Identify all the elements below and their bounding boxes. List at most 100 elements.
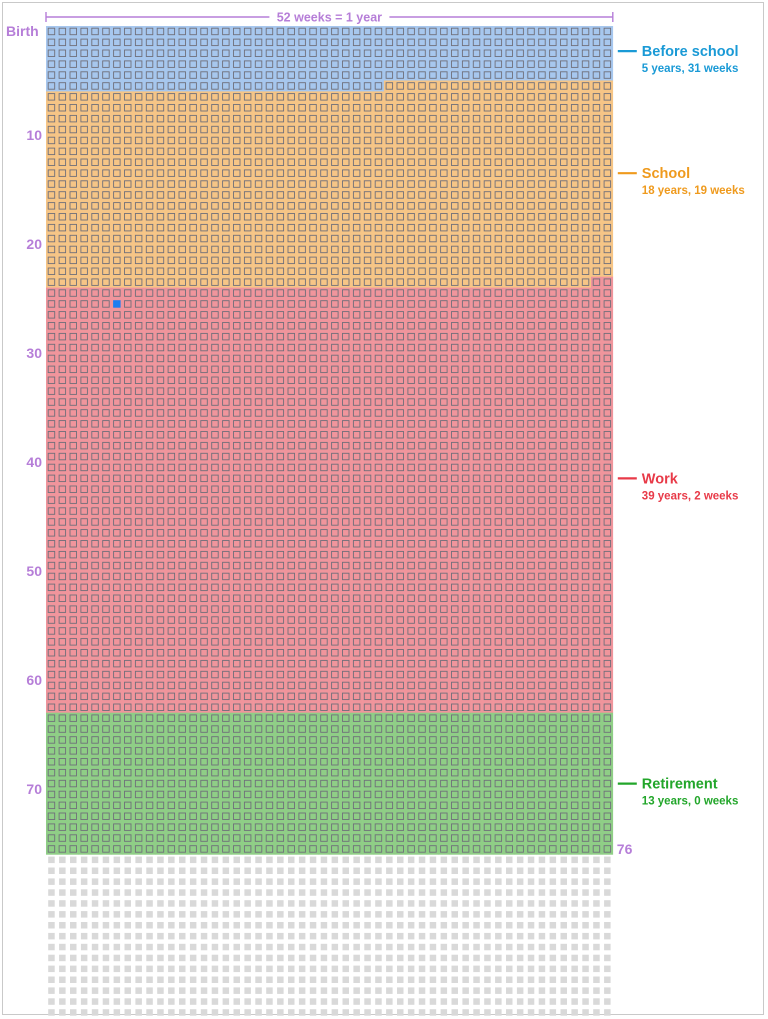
- segment-fill-cell: [133, 91, 145, 103]
- segment-fill-cell: [187, 701, 199, 713]
- week-cell: [91, 93, 99, 101]
- segment-fill-cell: [438, 756, 450, 768]
- week-cell: [134, 202, 143, 210]
- segment-fill-cell: [394, 69, 406, 81]
- segment-fill-cell: [285, 799, 297, 812]
- segment-fill-cell: [176, 462, 188, 474]
- segment-fill-cell: [122, 745, 134, 757]
- segment-fill-cell: [296, 462, 308, 474]
- segment-fill-cell: [405, 494, 417, 506]
- week-cell: [581, 93, 590, 101]
- week-cell: [276, 60, 285, 68]
- week-cell: [603, 49, 612, 57]
- segment-fill-cell: [242, 309, 254, 321]
- segment-fill-cell: [78, 614, 90, 626]
- segment-fill-cell: [558, 211, 570, 223]
- segment-fill-cell: [89, 254, 101, 267]
- segment-fill-cell: [100, 276, 112, 288]
- segment-fill-cell: [318, 244, 330, 256]
- segment-fill-cell: [351, 254, 363, 267]
- segment-fill-cell: [242, 462, 254, 474]
- segment-fill-cell: [122, 298, 134, 310]
- segment-fill-cell: [220, 832, 232, 844]
- segment-fill-cell: [503, 549, 515, 561]
- segment-fill-cell: [394, 527, 406, 539]
- segment-fill-cell: [569, 799, 581, 812]
- segment-fill-cell: [492, 538, 505, 550]
- segment-fill-cell: [122, 701, 134, 713]
- week-cell: [156, 82, 165, 90]
- segment-fill-cell: [383, 309, 396, 321]
- segment-fill-cell: [56, 734, 69, 746]
- segment-fill-cell: [122, 571, 134, 583]
- segment-fill-cell: [296, 701, 308, 713]
- week-cell: [167, 27, 176, 36]
- segment-fill-cell: [274, 298, 287, 310]
- segment-fill-cell: [307, 385, 319, 397]
- week-cell: [145, 60, 154, 68]
- week-cell: [233, 158, 241, 166]
- segment-fill-cell: [274, 156, 287, 168]
- segment-fill-cell: [155, 320, 167, 332]
- week-cell: [222, 213, 230, 221]
- week-cell: [603, 38, 612, 47]
- segment-fill-cell: [362, 723, 374, 735]
- week-cell: [134, 180, 143, 188]
- week-cell: [167, 125, 176, 134]
- segment-fill-cell: [536, 483, 548, 495]
- segment-fill-cell: [569, 669, 581, 681]
- segment-fill-cell: [601, 799, 614, 812]
- segment-fill-cell: [264, 287, 276, 299]
- segment-fill-cell: [274, 527, 287, 539]
- segment-fill-cell: [329, 647, 341, 659]
- week-cell: [570, 49, 579, 57]
- segment-fill-cell: [438, 636, 450, 648]
- segment-fill-cell: [111, 102, 123, 114]
- segment-fill-cell: [427, 342, 439, 354]
- segment-fill-cell: [514, 669, 526, 681]
- segment-fill-cell: [492, 167, 505, 179]
- week-cell: [80, 213, 88, 221]
- segment-fill-cell: [536, 494, 548, 506]
- segment-fill-cell: [362, 222, 374, 234]
- week-cell: [407, 125, 415, 134]
- segment-fill-cell: [558, 625, 570, 637]
- segment-fill-cell: [373, 669, 385, 681]
- segment-fill-cell: [176, 658, 188, 670]
- segment-fill-cell: [340, 538, 352, 550]
- segment-fill-cell: [231, 799, 243, 812]
- segment-fill-cell: [155, 58, 167, 70]
- segment-fill-cell: [536, 843, 548, 855]
- week-cell: [592, 71, 601, 79]
- segment-fill-cell: [471, 320, 483, 332]
- segment-fill-cell: [78, 821, 90, 833]
- week-cell: [178, 125, 186, 134]
- segment-fill-cell: [558, 342, 570, 354]
- week-cell: [254, 93, 263, 101]
- segment-fill-cell: [176, 789, 188, 801]
- segment-fill-cell: [569, 222, 581, 234]
- segment-fill-cell: [56, 603, 69, 615]
- segment-fill-cell: [155, 494, 167, 506]
- segment-fill-cell: [362, 647, 374, 659]
- week-cell: [374, 125, 383, 134]
- segment-fill-cell: [46, 462, 58, 474]
- segment-fill-cell: [307, 603, 319, 615]
- week-cell: [603, 60, 612, 68]
- week-cell: [331, 27, 339, 36]
- segment-fill-cell: [580, 385, 592, 397]
- week-cell: [298, 114, 306, 123]
- week-cell: [505, 147, 513, 156]
- week-cell: [538, 191, 546, 199]
- segment-fill-cell: [56, 494, 69, 506]
- segment-fill-cell: [89, 26, 101, 38]
- segment-fill-cell: [122, 145, 134, 158]
- week-cell: [429, 147, 437, 156]
- segment-fill-cell: [307, 244, 319, 256]
- segment-fill-cell: [503, 363, 515, 376]
- week-cell: [451, 71, 459, 79]
- segment-fill-cell: [405, 287, 417, 299]
- segment-fill-cell: [427, 233, 439, 245]
- week-cell: [538, 158, 546, 166]
- segment-fill-cell: [558, 91, 570, 103]
